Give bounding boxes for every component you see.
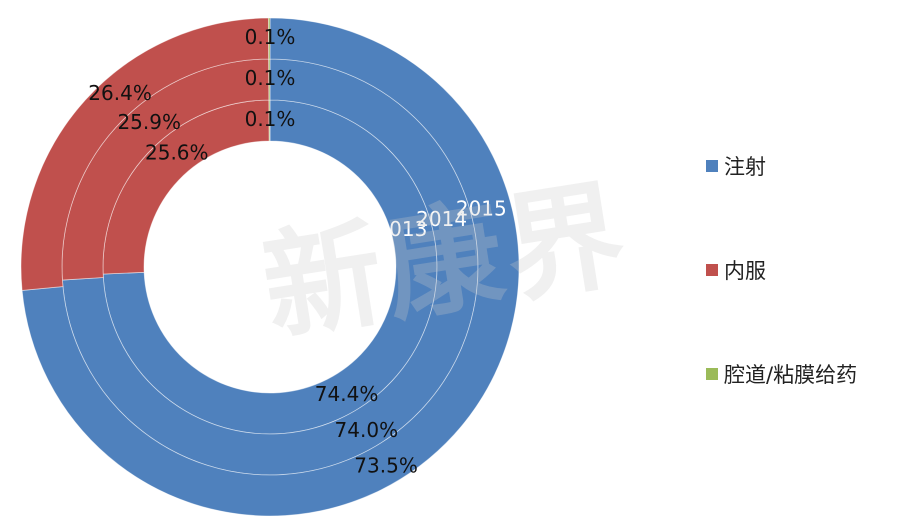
data-label-2015-oral: 26.4% <box>88 81 152 105</box>
legend-label-injection: 注射 <box>724 155 766 179</box>
data-label-2013-injection: 74.4% <box>315 382 379 406</box>
legend-item-oral: 内服 <box>706 254 904 286</box>
data-label-2014-oral: 25.9% <box>117 110 181 134</box>
data-label-2013-oral: 25.6% <box>145 140 209 164</box>
legend-label-oral: 内服 <box>724 259 766 283</box>
legend-swatch-injection <box>706 160 718 172</box>
legend-swatch-mucosal <box>706 368 718 380</box>
ring-label-2013: 2013 <box>376 217 427 241</box>
slice-2015-mucosal <box>268 17 271 60</box>
legend-label-mucosal: 腔道/粘膜给药 <box>724 363 858 387</box>
data-label-2014-injection: 74.0% <box>335 418 399 442</box>
ring-label-2015: 2015 <box>456 197 507 221</box>
legend-swatch-oral <box>706 264 718 276</box>
legend-item-mucosal: 腔道/粘膜给药 <box>706 358 904 390</box>
legend-item-injection: 注射 <box>706 150 904 182</box>
ring-label-2014: 2014 <box>416 207 467 231</box>
slice-2015-injection <box>21 17 520 517</box>
data-label-2013-mucosal: 0.1% <box>245 107 296 131</box>
data-label-2015-mucosal: 0.1% <box>245 25 296 49</box>
legend: 注射 内服 腔道/粘膜给药 <box>706 150 904 462</box>
data-label-2014-mucosal: 0.1% <box>245 66 296 90</box>
data-label-2015-injection: 73.5% <box>354 454 418 478</box>
